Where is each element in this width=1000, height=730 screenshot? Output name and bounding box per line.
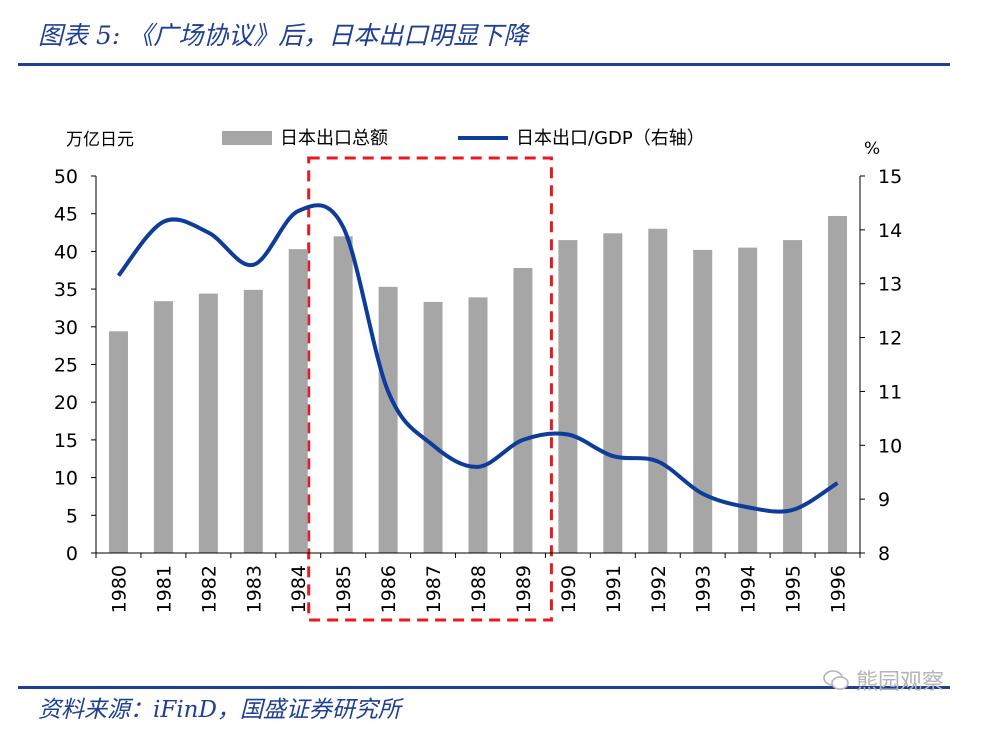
x-tick-label-1996: 1996 [828, 565, 850, 613]
highlight-box-layer [307, 156, 553, 622]
title-divider [18, 63, 950, 66]
bar-1984 [288, 249, 308, 553]
bar-series [108, 215, 848, 553]
source-note: 资料来源：iFinD，国盛证券研究所 [38, 697, 401, 723]
bar-1982 [198, 293, 218, 553]
bar-1983 [243, 289, 263, 553]
left-tick-label-50: 50 [54, 166, 78, 188]
bar-1989 [513, 267, 533, 553]
highlight-box [307, 156, 553, 622]
bar-1992 [648, 228, 668, 553]
right-tick-label-11: 11 [878, 381, 902, 403]
right-axis-unit: % [864, 139, 880, 159]
left-tick-label-20: 20 [54, 392, 78, 414]
legend-line-label: 日本出口/GDP（右轴） [516, 128, 705, 149]
left-tick-label-30: 30 [54, 317, 78, 339]
bar-1990 [558, 240, 578, 553]
wechat-icon [823, 670, 849, 690]
export-gdp-line [116, 203, 839, 514]
bar-1988 [468, 297, 488, 553]
right-tick-label-15: 15 [878, 166, 902, 188]
figure-title: 图表 5: 《广场协议》后，日本出口明显下降 [38, 21, 529, 50]
right-tick-label-14: 14 [878, 220, 902, 242]
left-axis-unit: 万亿日元 [66, 130, 134, 150]
x-tick-label-1991: 1991 [603, 565, 625, 613]
x-tick-label-1988: 1988 [468, 565, 490, 613]
x-tick-label-1992: 1992 [648, 565, 670, 613]
bar-1996 [828, 215, 848, 553]
x-tick-label-1987: 1987 [423, 565, 445, 613]
x-tick-label-1980: 1980 [108, 565, 130, 613]
left-tick-label-15: 15 [54, 430, 78, 452]
watermark-text: 熊园观察 [856, 670, 945, 695]
x-tick-label-1982: 1982 [198, 565, 220, 613]
legend-bar-label: 日本出口总额 [280, 128, 388, 149]
legend: 日本出口总额 日本出口/GDP（右轴） [222, 128, 705, 149]
left-tick-label-35: 35 [54, 279, 78, 301]
watermark: 熊园观察 [822, 664, 944, 696]
bar-1980 [108, 331, 128, 553]
bar-1993 [693, 249, 713, 553]
left-tick-label-5: 5 [66, 505, 78, 527]
x-axis-ticks: 1980 1981 1982 1983 1984 1985 1986 1987 1988 1989… [95, 553, 861, 613]
right-tick-label-10: 10 [878, 435, 902, 457]
right-tick-label-8: 8 [878, 543, 890, 565]
right-tick-label-13: 13 [878, 274, 902, 296]
left-tick-label-25: 25 [54, 355, 78, 377]
x-tick-label-1984: 1984 [288, 565, 310, 613]
x-tick-label-1989: 1989 [513, 565, 535, 613]
bar-1985 [333, 236, 353, 553]
x-tick-label-1983: 1983 [243, 565, 265, 613]
left-tick-label-10: 10 [54, 468, 78, 490]
x-tick-label-1981: 1981 [153, 565, 175, 613]
left-tick-label-45: 45 [54, 204, 78, 226]
legend-bar-swatch [222, 131, 272, 145]
x-tick-label-1990: 1990 [558, 565, 580, 613]
line-series [116, 203, 839, 514]
right-axis-ticks: 8 9 10 11 12 13 14 15 [860, 166, 902, 565]
right-tick-label-9: 9 [878, 489, 890, 511]
x-tick-label-1993: 1993 [693, 565, 715, 613]
bar-1994 [738, 247, 758, 553]
left-tick-label-40: 40 [54, 241, 78, 263]
bar-1986 [378, 286, 398, 553]
x-tick-label-1995: 1995 [783, 565, 805, 613]
footer-divider [18, 686, 950, 689]
chart: 0 5 10 15 20 25 30 35 40 45 50 8 9 10 11 12 13 14 15 1980… [54, 128, 902, 622]
x-tick-label-1985: 1985 [333, 565, 355, 613]
x-tick-label-1986: 1986 [378, 565, 400, 613]
x-tick-label-1994: 1994 [738, 565, 760, 613]
left-tick-label-0: 0 [66, 543, 78, 565]
right-tick-label-12: 12 [878, 328, 902, 350]
left-axis-ticks: 0 5 10 15 20 25 30 35 40 45 50 [54, 166, 96, 565]
bar-1991 [603, 233, 623, 553]
bar-1987 [423, 301, 443, 553]
bar-1995 [783, 240, 803, 553]
bar-1981 [153, 301, 173, 553]
